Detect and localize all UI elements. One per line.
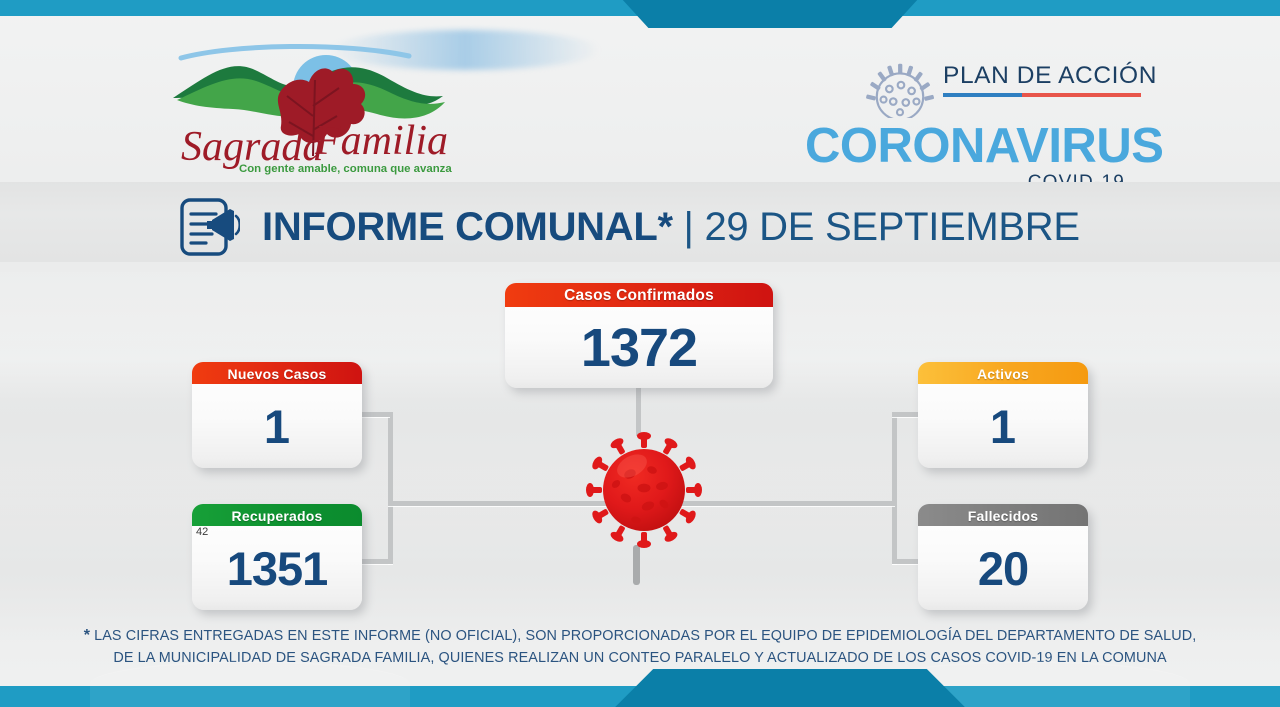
coronavirus-title: CORONAVIRUS	[805, 119, 1164, 173]
connector-left-to-center	[388, 501, 638, 506]
stat-card-activos[interactable]: Activos 1	[918, 362, 1088, 468]
connector-left-bottom-stub	[360, 559, 390, 564]
stat-card-label: Nuevos Casos	[192, 362, 362, 384]
chile-flag-rule	[943, 92, 1141, 97]
stat-card-label: Casos Confirmados	[505, 283, 773, 307]
footnote: * LAS CIFRAS ENTREGADAS EN ESTE INFORME …	[0, 624, 1280, 670]
bottom-blue-band	[0, 661, 1280, 707]
svg-text:Familia: Familia	[314, 118, 448, 164]
virus-outline-icon	[866, 63, 935, 118]
connector-right-bottom-stub	[892, 559, 922, 564]
decorative-arc	[90, 661, 410, 707]
page-title-main: INFORME COMUNAL*	[262, 204, 673, 249]
footnote-line-1: * LAS CIFRAS ENTREGADAS EN ESTE INFORME …	[0, 624, 1280, 648]
virus-pedestal	[633, 545, 640, 585]
svg-text:Sagrada: Sagrada	[181, 124, 323, 170]
connector-center-to-right	[645, 501, 895, 506]
stat-card-value: 1351	[192, 526, 362, 610]
footnote-line-2: DE LA MUNICIPALIDAD DE SAGRADA FAMILIA, …	[113, 650, 1167, 667]
connector-center-stem	[636, 388, 641, 436]
connector-right-top-stub	[892, 412, 922, 417]
bottom-center-tab	[615, 669, 965, 707]
stat-card-label: Recuperados	[192, 504, 362, 526]
stat-card-value: 1372	[505, 307, 773, 388]
connector-right-bracket	[892, 412, 897, 564]
municipality-logo: Sagrada Familia Con gente amable, comuna…	[163, 36, 453, 176]
plan-accion-label: PLAN DE ACCIÓN	[943, 62, 1157, 89]
connector-left-bracket	[388, 412, 393, 564]
stat-card-label: Fallecidos	[918, 504, 1088, 526]
report-megaphone-icon	[180, 198, 240, 256]
page-title-date: 29 DE SEPTIEMBRE	[704, 204, 1080, 249]
stat-card-recuperados[interactable]: Recuperados 42 1351	[192, 504, 362, 610]
coronavirus-plan-logo: PLAN DE ACCIÓN CORONAVIRUS COVID-19	[805, 52, 1164, 193]
stat-card-label: Activos	[918, 362, 1088, 384]
stat-card-value: 1	[918, 384, 1088, 468]
footnote-marker: *	[83, 627, 91, 644]
footnote-line-1-text: LAS CIFRAS ENTREGADAS EN ESTE INFORME (N…	[94, 628, 1197, 644]
coronavirus-icon	[586, 432, 702, 548]
stat-card-casos-confirmados[interactable]: Casos Confirmados 1372	[505, 283, 773, 388]
stat-card-nuevos-casos[interactable]: Nuevos Casos 1	[192, 362, 362, 468]
page-title-separator: |	[672, 204, 705, 249]
municipality-tagline: Con gente amable, comuna que avanza	[239, 163, 452, 175]
top-center-tab	[622, 0, 918, 28]
report-title-bar: INFORME COMUNAL* | 29 DE SEPTIEMBRE	[0, 182, 1280, 272]
page-title: INFORME COMUNAL* | 29 DE SEPTIEMBRE	[262, 205, 1080, 250]
stray-number-artifact: 42	[196, 526, 209, 538]
connector-left-top-stub	[360, 412, 390, 417]
stat-card-value: 20	[918, 526, 1088, 610]
stat-card-fallecidos[interactable]: Fallecidos 20	[918, 504, 1088, 610]
stat-card-value: 1	[192, 384, 362, 468]
